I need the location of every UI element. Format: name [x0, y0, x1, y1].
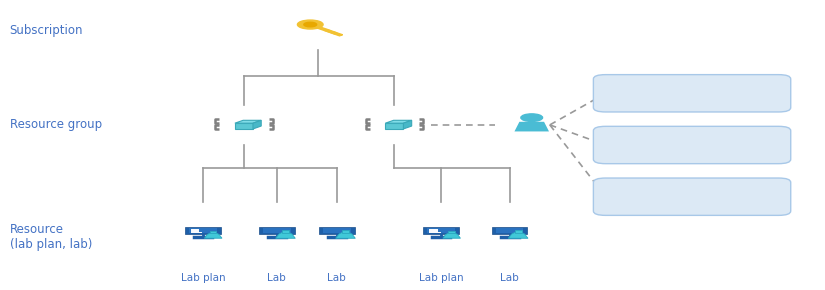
Polygon shape — [496, 228, 523, 233]
Text: Contributor: Contributor — [661, 140, 724, 150]
Polygon shape — [263, 228, 290, 233]
Polygon shape — [323, 228, 351, 233]
Text: Resource group: Resource group — [10, 118, 101, 131]
Polygon shape — [235, 120, 262, 123]
Text: Subscription: Subscription — [10, 23, 83, 37]
Polygon shape — [205, 233, 222, 238]
Circle shape — [521, 114, 543, 122]
Text: Lab: Lab — [500, 273, 519, 283]
Polygon shape — [515, 230, 521, 233]
Polygon shape — [336, 233, 356, 238]
Text: Owner: Owner — [674, 88, 710, 98]
FancyArrow shape — [324, 30, 331, 32]
Polygon shape — [515, 122, 549, 131]
Polygon shape — [423, 226, 460, 234]
FancyBboxPatch shape — [593, 126, 790, 164]
Polygon shape — [427, 228, 455, 233]
Polygon shape — [282, 230, 289, 233]
FancyBboxPatch shape — [593, 75, 790, 112]
Circle shape — [298, 20, 323, 29]
FancyArrow shape — [331, 32, 337, 34]
Polygon shape — [342, 230, 349, 233]
Polygon shape — [235, 123, 253, 129]
Polygon shape — [259, 226, 295, 234]
Polygon shape — [210, 231, 216, 233]
Polygon shape — [319, 226, 355, 234]
Text: Lab plan: Lab plan — [181, 273, 225, 283]
Polygon shape — [443, 233, 460, 238]
Polygon shape — [253, 120, 262, 129]
Polygon shape — [492, 226, 527, 234]
Polygon shape — [385, 123, 403, 129]
Text: Lab: Lab — [328, 273, 346, 283]
Polygon shape — [185, 226, 221, 234]
Text: Lab plan: Lab plan — [419, 273, 464, 283]
FancyBboxPatch shape — [593, 178, 790, 215]
Polygon shape — [449, 231, 455, 233]
Polygon shape — [189, 228, 217, 233]
FancyArrow shape — [314, 26, 342, 36]
Polygon shape — [276, 233, 295, 238]
Text: Lab: Lab — [267, 273, 286, 283]
Polygon shape — [508, 233, 528, 238]
Text: Lab Services Contributor: Lab Services Contributor — [625, 192, 760, 202]
Text: Resource
(lab plan, lab): Resource (lab plan, lab) — [10, 223, 92, 251]
Circle shape — [304, 22, 317, 27]
Polygon shape — [403, 120, 412, 129]
Polygon shape — [385, 120, 412, 123]
